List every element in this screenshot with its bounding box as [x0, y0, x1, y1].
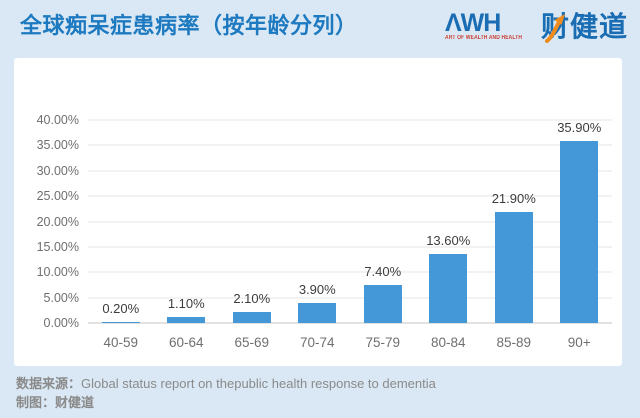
x-tick-label-85-89: 85-89 — [496, 334, 532, 350]
header: 全球痴呆症患病率（按年龄分列） ΛWH ART OF WEALTH AND HE… — [0, 0, 640, 58]
x-tick-label-60-64: 60-64 — [168, 334, 204, 350]
bar-value-label: 3.90% — [298, 282, 336, 298]
page-title: 全球痴呆症患病率（按年龄分列） — [20, 13, 358, 38]
bars-container: 0.20% 1.10% 2.10% 3.90% 7.40% 13.60% 21.90% 35.… — [88, 120, 612, 323]
bar-value-label: 21.90% — [491, 190, 536, 206]
gridline-0 — [88, 322, 612, 324]
y-tick-label: 30.00% — [36, 163, 79, 178]
gridline-15 — [88, 246, 612, 248]
logo-tagline: ART OF WEALTH AND HEALTH — [444, 35, 523, 41]
bar-85-89 — [494, 211, 533, 323]
gridline-5 — [88, 297, 612, 299]
bar-slot-80-84: 13.60% — [416, 120, 482, 323]
y-tick-label: 0.00% — [43, 316, 79, 330]
gridline-10 — [88, 271, 612, 273]
bar-65-69 — [232, 312, 271, 323]
x-tick-label-40-59: 40-59 — [103, 334, 139, 350]
credit-label: 制图： — [16, 395, 56, 410]
x-tick-label-75-79: 75-79 — [365, 334, 401, 350]
source-label: 数据来源： — [16, 376, 82, 391]
y-tick-label: 35.00% — [36, 138, 79, 153]
bar-slot-90+: 35.90% — [547, 120, 613, 323]
bar-slot-70-74: 3.90% — [285, 120, 351, 323]
credit-line: 制图：财健道 — [16, 393, 626, 412]
bar-60-64 — [167, 317, 206, 323]
bar-value-label: 7.40% — [364, 264, 402, 280]
footer: 数据来源：Global status report on thepublic h… — [16, 374, 626, 412]
growth-arrow-icon — [544, 14, 565, 43]
bar-70-74 — [298, 303, 337, 323]
x-axis-labels: 40-59 60-64 65-69 70-74 75-79 80-84 85-89 90+ — [88, 323, 612, 359]
bar-40-59 — [101, 322, 140, 323]
x-tick-label-70-74: 70-74 — [299, 334, 335, 350]
y-tick-label: 25.00% — [36, 189, 79, 204]
bar-80-84 — [429, 253, 468, 323]
data-source-line: 数据来源：Global status report on thepublic h… — [16, 374, 626, 393]
gridline-40 — [88, 119, 612, 121]
chart-card: 40.00% 35.00% 30.00% 25.00% 20.00% 15.00% 10.0… — [14, 58, 622, 366]
gridline-20 — [88, 221, 612, 222]
y-tick-label: 40.00% — [36, 113, 79, 127]
bar-chart-plot: 40.00% 35.00% 30.00% 25.00% 20.00% 15.00% 10.0… — [37, 113, 612, 330]
bar-value-label: 2.10% — [233, 291, 271, 307]
gridline-30 — [88, 170, 612, 172]
bar-slot-60-64: 1.10% — [154, 120, 220, 323]
y-tick-label: 15.00% — [36, 239, 79, 254]
y-tick-label: 20.00% — [36, 214, 79, 229]
logo-brand-block: 财健道 — [541, 12, 628, 43]
bar-value-label: 0.20% — [102, 301, 140, 316]
y-tick-label: 10.00% — [36, 265, 79, 280]
gridline-35 — [88, 144, 612, 146]
x-tick-label-90+: 90+ — [567, 334, 591, 350]
x-tick-label-80-84: 80-84 — [430, 334, 466, 350]
credit-text: 财健道 — [55, 395, 95, 410]
gridline-25 — [88, 195, 612, 197]
bar-75-79 — [363, 285, 402, 323]
logo-awh-block: ΛWH ART OF WEALTH AND HEALTH — [444, 9, 539, 42]
bar-value-label: 35.90% — [557, 119, 602, 135]
bar-slot-85-89: 21.90% — [481, 120, 547, 323]
bar-slot-75-79: 7.40% — [350, 120, 416, 323]
bar-slot-65-69: 2.10% — [219, 120, 285, 323]
bar-value-label: 1.10% — [167, 296, 205, 312]
y-tick-label: 5.00% — [43, 290, 79, 305]
logo-awh-text: ΛWH — [444, 9, 501, 37]
source-text: Global status report on thepublic health… — [81, 376, 436, 391]
bar-slot-40-59: 0.20% — [88, 120, 154, 323]
bar-value-label: 13.60% — [426, 232, 471, 248]
x-tick-label-65-69: 65-69 — [234, 334, 270, 350]
bar-90+ — [560, 140, 599, 323]
brand-logo: ΛWH ART OF WEALTH AND HEALTH 财健道 — [444, 9, 628, 43]
